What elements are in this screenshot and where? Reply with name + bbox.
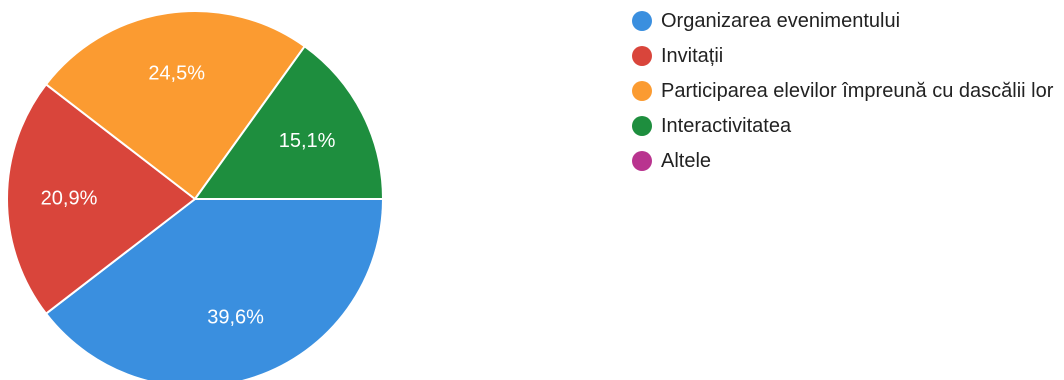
pie-slice-0 <box>45 198 384 380</box>
legend-item-2: Participarea elevilor împreună cu dascăl… <box>632 78 1062 105</box>
legend-item-3: Interactivitatea <box>632 113 1062 140</box>
legend-label-2: Participarea elevilor împreună cu dascăl… <box>661 80 1054 102</box>
legend-item-1: Invitații <box>632 43 1062 70</box>
pie-slice-3 <box>194 45 384 200</box>
legend-label-4: Altele <box>661 150 712 172</box>
slice-label-0: 39,6% <box>207 307 264 329</box>
slice-label-2: 24,5% <box>148 63 205 85</box>
pie-plot: 39,6% 20,9% 24,5% 15,1% <box>5 10 384 380</box>
legend-swatch-0 <box>632 11 652 31</box>
legend-swatch-2 <box>632 81 652 101</box>
legend-swatch-1 <box>632 46 652 66</box>
legend-label-3: Interactivitatea <box>661 115 792 137</box>
pie-slice-2 <box>45 10 306 200</box>
legend-label-1: Invitații <box>661 45 724 67</box>
legend-swatch-3 <box>632 116 652 136</box>
legend-item-4: Altele <box>632 148 1062 175</box>
pie-slice-1 <box>5 83 196 315</box>
legend-swatch-4 <box>632 151 652 171</box>
legend-item-0: Organizarea evenimentului <box>632 8 1062 35</box>
legend-label-0: Organizarea evenimentului <box>661 10 901 32</box>
slice-label-3: 15,1% <box>279 130 336 152</box>
slice-label-1: 20,9% <box>41 187 98 209</box>
legend: Organizarea evenimentului Invitații Partic… <box>632 8 1062 183</box>
